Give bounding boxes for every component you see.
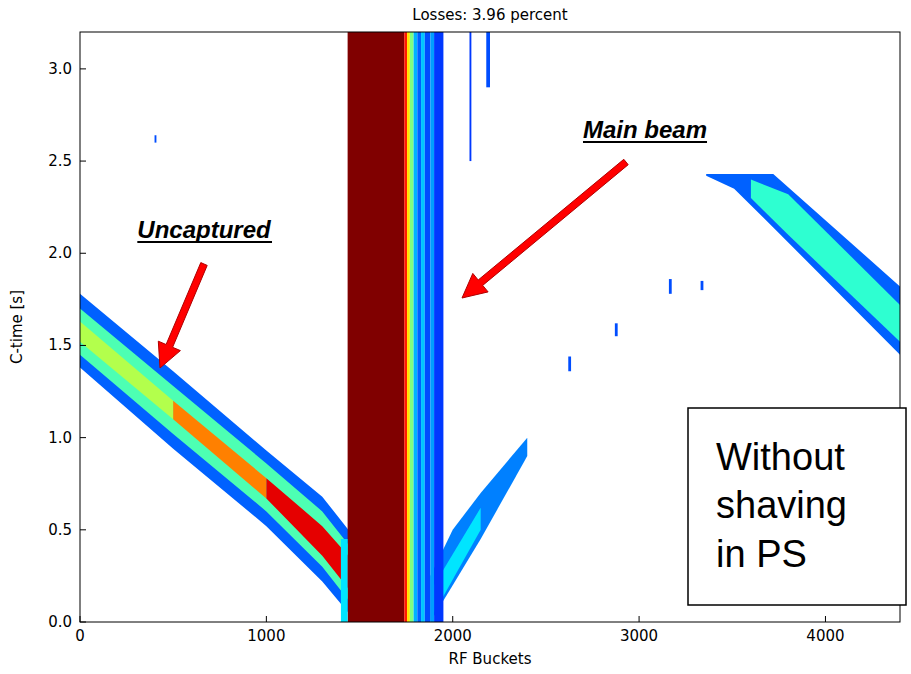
y-tick-label: 2.5	[48, 152, 72, 170]
heat-cell	[470, 32, 472, 161]
heat-cell	[341, 539, 348, 622]
text-box	[688, 408, 906, 605]
text-box-line: in PS	[716, 533, 807, 575]
heat-cell	[669, 279, 672, 294]
y-tick-label: 2.0	[48, 244, 72, 262]
text-box-line: Without	[716, 436, 845, 478]
y-tick-label: 0.0	[48, 613, 72, 631]
heat-cell	[425, 32, 431, 622]
text-box-line: shaving	[716, 484, 847, 526]
heat-band	[751, 180, 900, 342]
heat-cell	[568, 357, 571, 372]
x-tick	[266, 616, 267, 622]
heat-cell	[414, 32, 418, 622]
heat-band	[80, 309, 348, 600]
annotation-label: Main beam	[583, 116, 707, 143]
heat-cell	[486, 32, 490, 87]
x-tick	[639, 616, 640, 622]
y-tick	[80, 529, 86, 530]
heat-band	[430, 438, 527, 622]
plot-frame	[80, 32, 900, 622]
heat-cell	[430, 32, 434, 622]
y-tick	[80, 253, 86, 254]
y-tick	[80, 622, 86, 623]
chart-title: Losses: 3.96 percent	[412, 6, 568, 24]
x-tick	[452, 616, 453, 622]
x-tick	[80, 616, 81, 622]
heat-cell	[348, 32, 405, 622]
text-box-label: Without shaving in PS	[716, 436, 847, 575]
y-tick-label: 1.5	[48, 336, 72, 354]
x-axis-title: RF Buckets	[449, 650, 532, 668]
annotation-arrow	[462, 159, 628, 298]
y-tick-label: 3.0	[48, 60, 72, 78]
heat-cell	[701, 281, 704, 290]
x-tick	[825, 616, 826, 622]
heat-cell	[404, 32, 407, 622]
heat-band	[266, 478, 348, 589]
chart: 0 1000 2000 3000 4000 0.0 0.5 1.0 1.5 2.0 2.5 3.0 RF…	[0, 0, 911, 674]
heat-cell	[155, 135, 157, 142]
annotation-label: Uncaptured	[137, 216, 272, 243]
x-tick-label: 2000	[434, 627, 472, 645]
annotations: Uncaptured Main beam Without shaving in PS	[137, 116, 906, 605]
y-tick-label: 1.0	[48, 429, 72, 447]
axes: 0 1000 2000 3000 4000 0.0 0.5 1.0 1.5 2.0 2.5 3.0	[48, 60, 844, 645]
x-tick-label: 0	[75, 627, 85, 645]
heat-band	[706, 174, 900, 355]
y-tick	[80, 161, 86, 162]
y-tick	[80, 437, 86, 438]
heat-band	[173, 401, 266, 499]
heat-cell	[417, 32, 421, 622]
heat-cell	[407, 32, 410, 622]
heat-cell	[410, 32, 414, 622]
heat-cell	[421, 32, 425, 622]
annotation-underline	[583, 141, 707, 143]
heat-band	[80, 294, 348, 613]
y-axis-title: C-time [s]	[8, 290, 26, 364]
y-tick	[80, 345, 86, 346]
x-tick-label: 4000	[806, 627, 844, 645]
heat-cell	[615, 323, 618, 336]
y-tick	[80, 68, 86, 69]
heat-cell	[434, 32, 443, 622]
annotation-arrow	[158, 263, 207, 368]
heat-band	[80, 321, 173, 419]
x-tick-label: 1000	[247, 627, 285, 645]
data-layer	[80, 32, 900, 622]
annotation-underline	[137, 241, 272, 243]
x-tick-label: 3000	[620, 627, 658, 645]
y-tick-label: 0.5	[48, 521, 72, 539]
plot-background	[80, 32, 900, 622]
